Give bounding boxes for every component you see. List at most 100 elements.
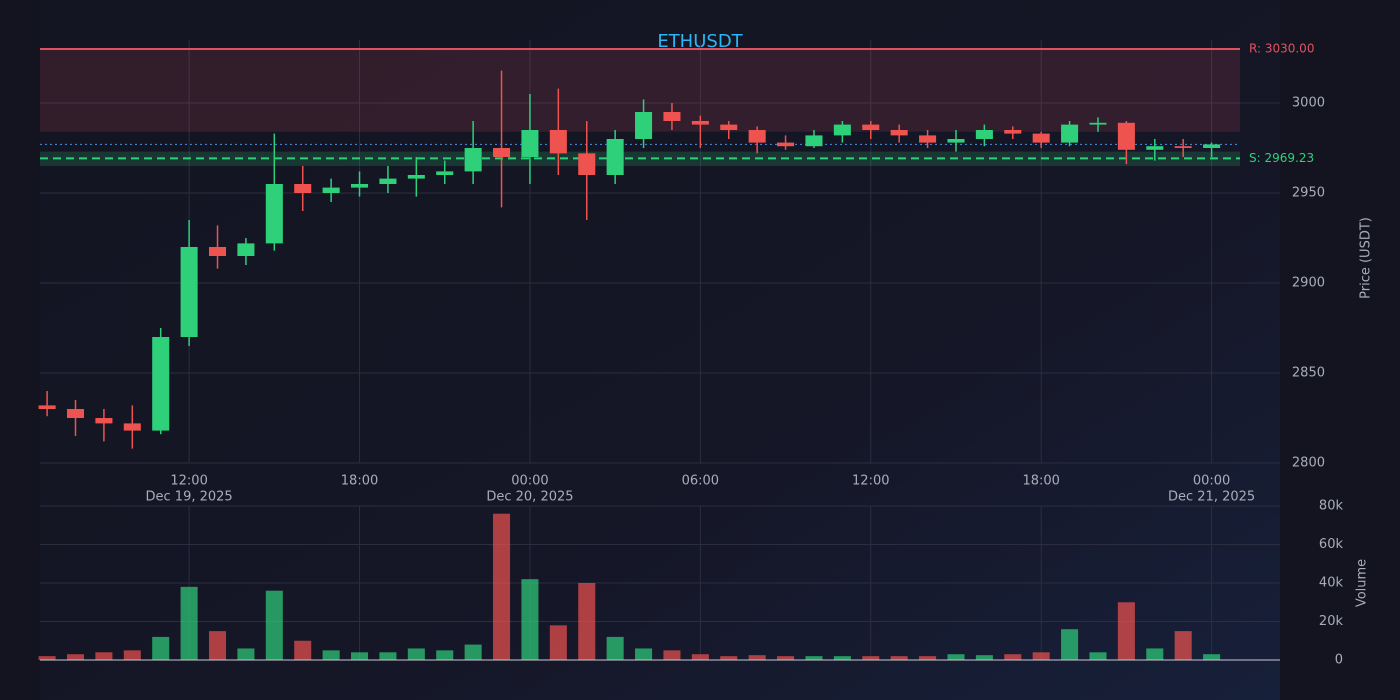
x-tick-label: 00:00: [511, 474, 548, 489]
candle-body: [379, 178, 397, 184]
candle-body: [549, 130, 567, 154]
volume-bar: [862, 656, 880, 660]
candle-body: [1032, 133, 1050, 143]
candle-body: [1174, 146, 1192, 148]
x-tick-label: 18:00: [341, 474, 378, 489]
candle-body: [947, 139, 965, 143]
x-tick-date: Dec 21, 2025: [1168, 490, 1255, 505]
candle-body: [720, 124, 738, 130]
candle-body: [578, 153, 596, 175]
candle-body: [1203, 144, 1221, 148]
y-tick-label: 2900: [1292, 276, 1325, 291]
y-tick-label: 2850: [1292, 366, 1325, 381]
volume-bar: [95, 652, 113, 660]
volume-bar: [436, 650, 454, 660]
volume-tick-label: 0: [1335, 653, 1343, 668]
volume-tick-label: 20k: [1319, 614, 1344, 629]
volume-bar: [407, 648, 425, 660]
volume-bar: [1032, 652, 1050, 660]
volume-bar: [1089, 652, 1107, 660]
support-label: S: 2969.23: [1249, 151, 1314, 165]
candle-body: [1004, 130, 1022, 134]
candle-body: [635, 112, 653, 139]
candle-body: [975, 130, 993, 139]
candle-body: [691, 121, 709, 125]
volume-bar: [890, 656, 908, 660]
volume-bar: [1004, 654, 1022, 660]
volume-bar: [294, 640, 312, 660]
volume-bar: [691, 654, 709, 660]
candle-body: [123, 423, 141, 431]
volume-bar: [720, 656, 738, 660]
candle-body: [322, 187, 340, 193]
candle-body: [464, 148, 482, 172]
x-tick-label: 12:00: [170, 474, 207, 489]
volume-axis-title: Volume: [1355, 559, 1370, 607]
candle-body: [180, 247, 198, 337]
volume-bar: [805, 656, 823, 660]
candle-body: [351, 184, 369, 188]
x-tick-label: 06:00: [682, 474, 719, 489]
candle-body: [862, 124, 880, 130]
volume-bar: [180, 586, 198, 660]
volume-tick-label: 40k: [1319, 576, 1344, 591]
candle-body: [493, 148, 511, 157]
candle-body: [208, 247, 227, 256]
volume-bar: [947, 654, 965, 660]
candle-body: [1146, 146, 1164, 150]
candle-body: [919, 135, 937, 143]
candle-body: [663, 112, 681, 121]
y-tick-label: 2800: [1292, 456, 1325, 471]
volume-bar: [663, 650, 681, 660]
volume-bar: [464, 644, 482, 660]
candle-body: [606, 139, 624, 175]
candle-body: [777, 142, 795, 147]
candle-body: [521, 130, 539, 157]
volume-bar: [493, 513, 511, 660]
resistance-label: R: 3030.00: [1249, 42, 1314, 56]
candle-body: [95, 418, 113, 424]
volume-bar: [606, 636, 624, 660]
volume-bar: [322, 650, 340, 660]
volume-bar: [635, 648, 653, 660]
x-tick-label: 18:00: [1022, 474, 1059, 489]
candle-body: [294, 184, 312, 193]
volume-bar: [379, 652, 397, 660]
volume-bar: [833, 656, 851, 660]
volume-bar: [265, 590, 283, 660]
volume-tick-label: 60k: [1319, 537, 1344, 552]
candle-body: [237, 243, 255, 256]
volume-tick-label: 80k: [1319, 499, 1344, 514]
volume-bar: [351, 652, 369, 660]
x-tick-date: Dec 19, 2025: [146, 490, 233, 505]
volume-bar: [777, 656, 795, 660]
candle-body: [436, 171, 454, 175]
y-axis-title: Price (USDT): [1359, 217, 1374, 299]
volume-bar: [1203, 654, 1221, 660]
volume-bar: [208, 631, 227, 660]
volume-bar: [975, 655, 993, 660]
volume-bar: [123, 650, 141, 660]
x-tick-label: 12:00: [852, 474, 889, 489]
candle-body: [1117, 122, 1135, 150]
candle-body: [748, 130, 766, 143]
volume-bar: [521, 579, 539, 660]
x-tick-label: 00:00: [1193, 474, 1230, 489]
candle-body: [265, 184, 283, 244]
candle-body: [805, 135, 823, 147]
volume-bar: [549, 625, 567, 660]
volume-bar: [1174, 631, 1192, 660]
candle-body: [407, 175, 425, 179]
volume-bar: [748, 655, 766, 660]
volume-bar: [38, 656, 56, 660]
candle-body: [38, 405, 56, 409]
y-tick-label: 3000: [1292, 96, 1325, 111]
candle-body: [833, 124, 851, 136]
candle-body: [1089, 122, 1107, 125]
volume-bar: [237, 648, 255, 660]
y-tick-label: 2950: [1292, 186, 1325, 201]
candle-body: [890, 130, 908, 136]
x-tick-date: Dec 20, 2025: [486, 490, 573, 505]
volume-bar: [1061, 629, 1079, 660]
